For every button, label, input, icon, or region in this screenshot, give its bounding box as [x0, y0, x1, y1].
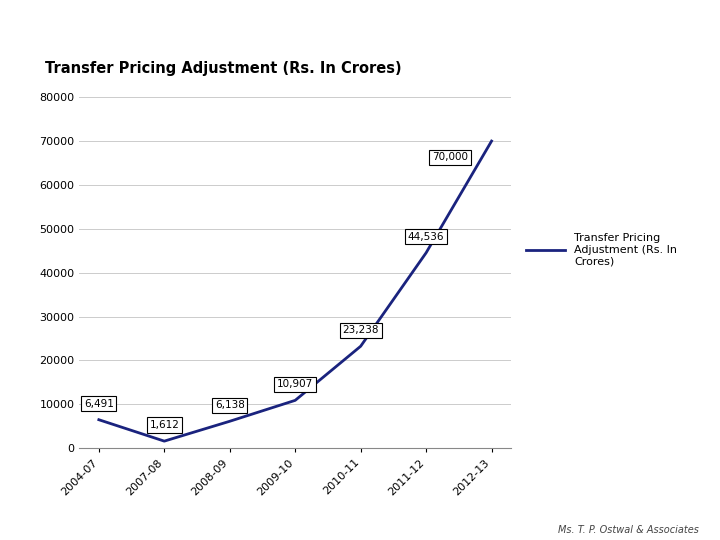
Text: 44,536: 44,536	[408, 232, 444, 242]
Text: INDIAN TRANSFER PRICING: INDIAN TRANSFER PRICING	[223, 21, 497, 38]
Text: 6,491: 6,491	[84, 399, 114, 409]
Text: 70,000: 70,000	[432, 152, 468, 162]
Text: 6,138: 6,138	[215, 400, 245, 410]
Text: Ms. T. P. Ostwal & Associates: Ms. T. P. Ostwal & Associates	[557, 524, 698, 535]
Text: Transfer Pricing Adjustment (Rs. In Crores): Transfer Pricing Adjustment (Rs. In Cror…	[45, 61, 401, 76]
Text: 10,907: 10,907	[277, 379, 313, 389]
Text: 1,612: 1,612	[149, 420, 179, 430]
Text: 23,238: 23,238	[343, 325, 379, 335]
Text: Transfer Pricing
Adjustment (Rs. In
Crores): Transfer Pricing Adjustment (Rs. In Cror…	[575, 233, 678, 267]
Text: A BIRD’S EYE VIEW (contd…): A BIRD’S EYE VIEW (contd…)	[231, 52, 489, 67]
